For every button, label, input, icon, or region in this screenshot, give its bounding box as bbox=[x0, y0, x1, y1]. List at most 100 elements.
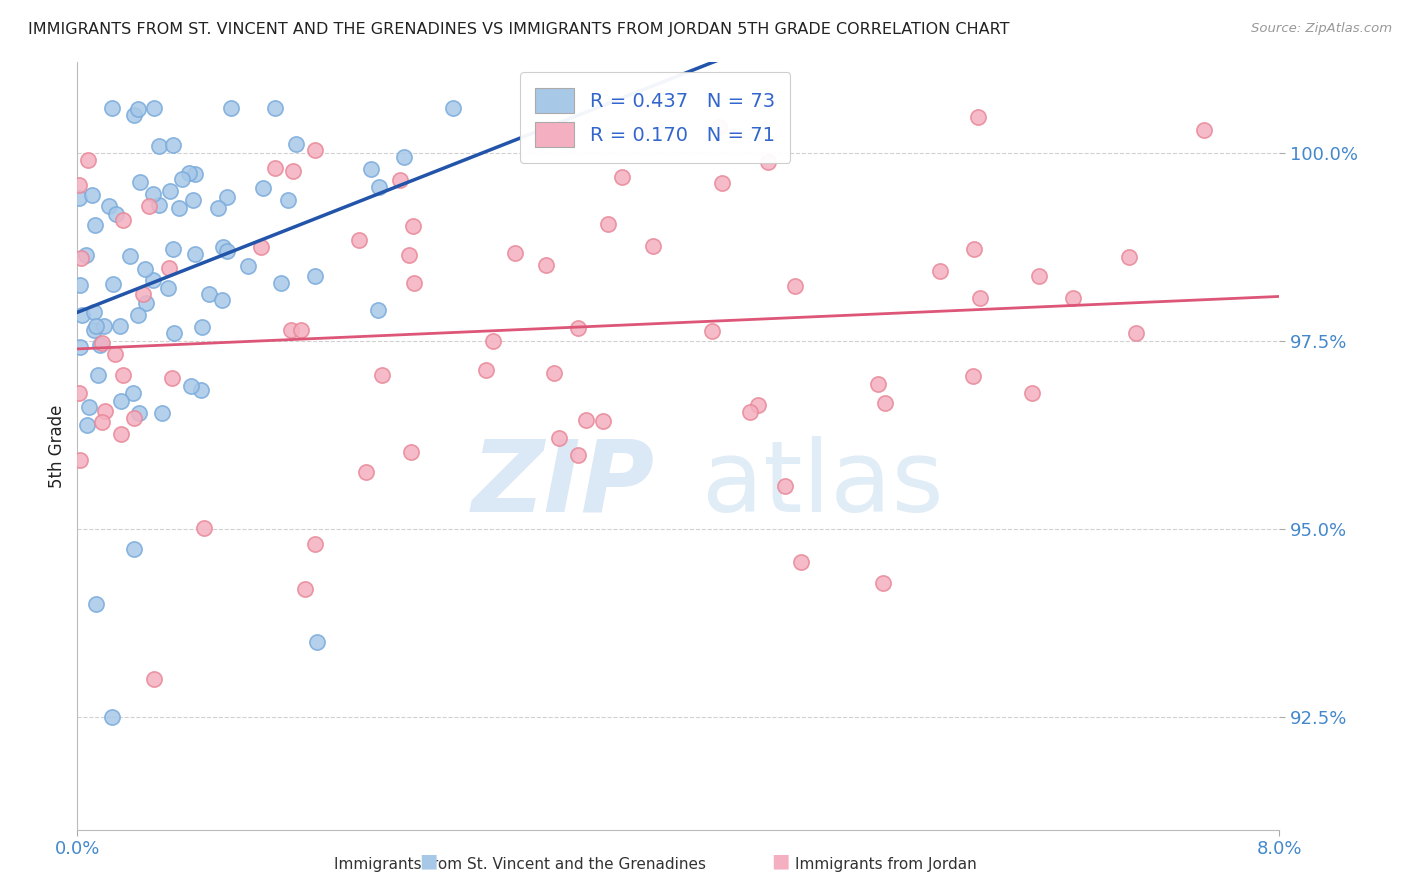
Point bbox=[711, 176, 734, 190]
Point bbox=[543, 367, 565, 381]
Point bbox=[1021, 386, 1043, 401]
Point bbox=[370, 368, 392, 382]
Point bbox=[162, 242, 184, 256]
Point bbox=[83, 323, 105, 337]
Point bbox=[148, 139, 170, 153]
Point bbox=[84, 219, 107, 233]
Point bbox=[110, 427, 132, 442]
Point bbox=[105, 207, 128, 221]
Point bbox=[193, 521, 215, 535]
Point bbox=[142, 273, 165, 287]
Point bbox=[122, 411, 145, 425]
Point bbox=[135, 296, 157, 310]
Point bbox=[112, 213, 135, 227]
Point bbox=[280, 323, 302, 337]
Point bbox=[264, 161, 287, 175]
Point bbox=[389, 173, 412, 187]
Point bbox=[77, 153, 100, 167]
Point bbox=[270, 276, 292, 290]
Point bbox=[482, 334, 505, 349]
Point bbox=[190, 383, 212, 397]
Point bbox=[172, 171, 194, 186]
Point bbox=[756, 154, 779, 169]
Text: Immigrants from St. Vincent and the Grenadines: Immigrants from St. Vincent and the Gren… bbox=[335, 857, 706, 872]
Point bbox=[148, 198, 170, 212]
Point bbox=[277, 193, 299, 207]
Point bbox=[198, 286, 221, 301]
Point bbox=[503, 246, 526, 260]
Point bbox=[575, 413, 598, 427]
Point bbox=[969, 291, 991, 305]
Point bbox=[612, 170, 634, 185]
Point bbox=[181, 194, 204, 208]
Point bbox=[177, 166, 200, 180]
Point bbox=[162, 371, 184, 385]
Point bbox=[783, 279, 806, 293]
Point bbox=[401, 445, 423, 459]
Point bbox=[929, 264, 952, 278]
Point bbox=[100, 710, 122, 724]
Point bbox=[67, 385, 90, 400]
Point bbox=[180, 379, 202, 393]
Point bbox=[367, 302, 389, 317]
Point bbox=[211, 293, 233, 307]
Point bbox=[143, 101, 166, 115]
Point bbox=[110, 394, 132, 409]
Point bbox=[1028, 269, 1050, 284]
Point bbox=[598, 217, 620, 231]
Point bbox=[100, 101, 122, 115]
Point bbox=[398, 248, 420, 262]
Point bbox=[207, 201, 229, 215]
Point bbox=[211, 240, 233, 254]
Text: IMMIGRANTS FROM ST. VINCENT AND THE GRENADINES VS IMMIGRANTS FROM JORDAN 5TH GRA: IMMIGRANTS FROM ST. VINCENT AND THE GREN… bbox=[28, 22, 1010, 37]
Y-axis label: 5th Grade: 5th Grade bbox=[48, 404, 66, 488]
Point bbox=[127, 308, 149, 322]
Point bbox=[138, 199, 160, 213]
Text: ■: ■ bbox=[770, 852, 790, 871]
Point bbox=[534, 258, 557, 272]
Point bbox=[98, 199, 121, 213]
Point bbox=[773, 479, 796, 493]
Point bbox=[143, 672, 166, 686]
Point bbox=[567, 321, 589, 335]
Point bbox=[94, 404, 117, 418]
Point bbox=[128, 176, 150, 190]
Point bbox=[84, 597, 107, 611]
Point bbox=[159, 184, 181, 198]
Point bbox=[1125, 326, 1147, 340]
Point bbox=[127, 103, 149, 117]
Point bbox=[121, 386, 143, 401]
Point bbox=[132, 287, 155, 301]
Point bbox=[142, 186, 165, 201]
Point bbox=[67, 178, 90, 193]
Point bbox=[69, 453, 91, 467]
Point bbox=[966, 110, 988, 124]
Point bbox=[264, 101, 287, 115]
Point bbox=[250, 240, 273, 254]
Point bbox=[122, 108, 145, 122]
Point bbox=[75, 248, 97, 262]
Point bbox=[475, 363, 498, 377]
Point bbox=[567, 448, 589, 462]
Point bbox=[128, 406, 150, 420]
Point bbox=[80, 187, 103, 202]
Point bbox=[156, 281, 179, 295]
Point bbox=[281, 163, 304, 178]
Point bbox=[872, 576, 894, 591]
Point bbox=[104, 347, 127, 361]
Point bbox=[1194, 123, 1216, 137]
Point bbox=[69, 340, 91, 354]
Point bbox=[702, 324, 724, 338]
Point bbox=[157, 261, 180, 276]
Point bbox=[1062, 291, 1084, 305]
Point bbox=[70, 309, 93, 323]
Point bbox=[367, 180, 389, 194]
Text: Immigrants from Jordan: Immigrants from Jordan bbox=[794, 857, 977, 872]
Point bbox=[963, 242, 986, 256]
Point bbox=[122, 542, 145, 557]
Point bbox=[790, 555, 813, 569]
Text: ZIP: ZIP bbox=[471, 436, 654, 533]
Point bbox=[69, 278, 91, 293]
Point bbox=[167, 202, 190, 216]
Point bbox=[219, 101, 242, 115]
